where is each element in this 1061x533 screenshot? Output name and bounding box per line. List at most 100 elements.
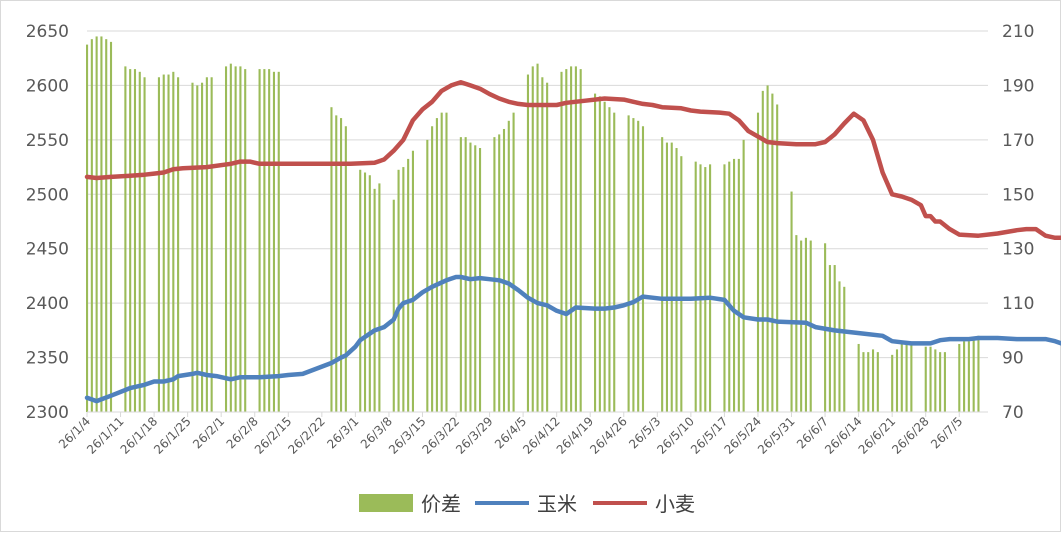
spread-bar [800, 240, 803, 412]
spread-bar [766, 85, 769, 412]
spread-bar [637, 120, 640, 413]
spread-bar [172, 71, 175, 413]
spread-bar [934, 349, 937, 412]
spread-bar [344, 126, 347, 412]
left-tick-label: 2500 [26, 185, 69, 205]
spread-bar [277, 71, 280, 413]
left-tick-label: 2550 [26, 131, 69, 151]
spread-bar [843, 286, 846, 412]
left-tick-label: 2650 [26, 22, 69, 42]
spread-bar [900, 343, 903, 412]
spread-bar [939, 352, 942, 412]
spread-bar [627, 115, 630, 412]
spread-bar [608, 107, 611, 412]
spread-bar [464, 137, 467, 412]
spread-bar [670, 142, 673, 413]
spread-bar [272, 71, 276, 413]
spread-bar [124, 66, 127, 412]
spread-bar [910, 343, 913, 412]
left-tick-label: 2350 [26, 349, 69, 369]
spread-bar [838, 281, 841, 412]
spread-bar [90, 39, 93, 413]
spread-bar [512, 112, 515, 413]
spread-bar [895, 349, 899, 412]
spread-bar [603, 101, 606, 412]
spread-bar [263, 69, 266, 412]
spread-bar [493, 137, 496, 412]
x-tick-label: 26/2/1 [190, 414, 227, 451]
right-tick-label: 210 [1002, 22, 1034, 42]
spread-bar [728, 161, 731, 412]
spread-bar [742, 139, 745, 412]
right-tick-label: 70 [1002, 403, 1024, 423]
spread-bar [498, 134, 501, 412]
spread-bar [378, 183, 381, 412]
spread-bar [162, 74, 165, 413]
spread-bar [440, 112, 443, 413]
spread-bar [905, 343, 908, 412]
spread-bar [833, 265, 836, 412]
spread-bar [330, 107, 333, 412]
spread-bar [963, 341, 966, 412]
spread-bar [431, 126, 434, 412]
spread-bar [177, 77, 180, 412]
spread-bar [790, 191, 793, 412]
price-lines [84, 79, 1061, 404]
spread-bar [704, 167, 707, 412]
spread-bar [129, 69, 132, 412]
spread-bar [771, 93, 774, 412]
spread-bar [244, 69, 247, 412]
spread-bar [407, 158, 410, 412]
spread-bar [531, 66, 534, 412]
spread-bar [737, 158, 740, 412]
spread-bar [632, 118, 635, 412]
legend-label-spread: 价差 [421, 492, 461, 516]
spread-bar [105, 39, 108, 413]
spread-bar [191, 82, 194, 412]
spread-bar [871, 349, 875, 412]
spread-bar [943, 352, 946, 412]
left-tick-label: 2600 [26, 76, 69, 96]
right-y-axis: 70 90 110 130 150 170 190 210 [1002, 22, 1034, 423]
spread-bar [560, 71, 563, 413]
spread-bar [641, 126, 645, 412]
spread-bar [661, 137, 664, 412]
spread-bar [694, 161, 697, 412]
spread-bar [133, 69, 137, 412]
spread-bar [958, 343, 961, 412]
spread-bar [411, 150, 414, 412]
spread-bar [732, 158, 736, 412]
x-axis: 26/1/426/1/1126/1/1826/1/2526/2/126/2/82… [56, 411, 988, 457]
spread-bar [867, 352, 870, 412]
spread-bar [502, 128, 506, 412]
spread-bar [138, 71, 141, 413]
spread-bar [665, 142, 668, 413]
spread-bar [86, 44, 89, 412]
left-tick-label: 2400 [26, 294, 69, 314]
spread-bar [397, 169, 400, 412]
corn-line [84, 274, 1061, 404]
spread-bar [546, 82, 549, 412]
legend: 价差 玉米 小麦 [359, 492, 695, 516]
spread-bar [359, 169, 362, 412]
x-tick-label: 26/4/26 [587, 414, 630, 457]
x-tick-label: 26/2/22 [285, 414, 328, 457]
spread-bar [258, 69, 261, 412]
spread-bar [977, 335, 980, 412]
spread-bar [95, 36, 98, 412]
spread-bar [340, 118, 343, 412]
spread-bar [196, 85, 199, 412]
spread-bar [459, 137, 462, 412]
spread-bar [426, 139, 429, 412]
spread-bar [598, 96, 601, 413]
spread-bar [570, 66, 573, 412]
spread-bar [109, 41, 113, 413]
wheat-line [84, 79, 1061, 241]
spread-bar [761, 90, 764, 412]
spread-bar [268, 69, 271, 412]
spread-bar [167, 74, 170, 413]
spread-bar [594, 93, 597, 412]
right-tick-label: 190 [1002, 76, 1034, 96]
